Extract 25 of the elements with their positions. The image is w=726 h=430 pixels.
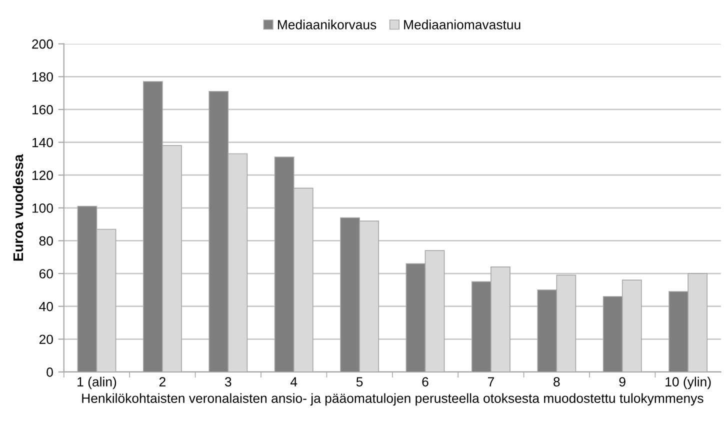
- y-tick-label: 140: [32, 138, 53, 148]
- x-tick-label: 6: [422, 377, 428, 387]
- y-tick-label: 120: [32, 170, 53, 180]
- legend-label: Mediaanikorvaus: [278, 20, 376, 30]
- y-tick-label: 40: [39, 302, 53, 312]
- x-tick-label: 5: [356, 377, 363, 387]
- x-tick-label: 10 (ylin): [666, 376, 711, 390]
- x-tick-label: 4: [290, 377, 298, 386]
- legend-label: Mediaaniomavastuu: [404, 20, 520, 30]
- x-tick-label: 3: [224, 377, 232, 387]
- y-tick-label: 20: [39, 334, 53, 344]
- x-tick-label: 9: [619, 377, 626, 387]
- x-axis-title: Henkilökohtaisten veronalaisten ansio- ja pääomatulojen perusteella otoksesta muodostettu tulokymmenys: [82, 393, 704, 406]
- y-axis-title: Euroa vuodessa: [12, 154, 24, 261]
- x-tick-label: 8: [554, 377, 560, 387]
- y-tick-label: 180: [32, 72, 53, 82]
- y-tick-label: 100: [32, 203, 53, 213]
- x-tick-label: 2: [159, 377, 166, 386]
- x-tick-label: 1 (alin): [78, 376, 116, 390]
- y-tick-label: 0: [46, 368, 53, 377]
- y-tick-label: 160: [32, 105, 53, 114]
- y-tick-label: 60: [39, 269, 53, 278]
- y-tick-label: 200: [32, 39, 53, 49]
- y-tick-label: 80: [39, 236, 53, 246]
- x-tick-label: 7: [488, 377, 494, 386]
